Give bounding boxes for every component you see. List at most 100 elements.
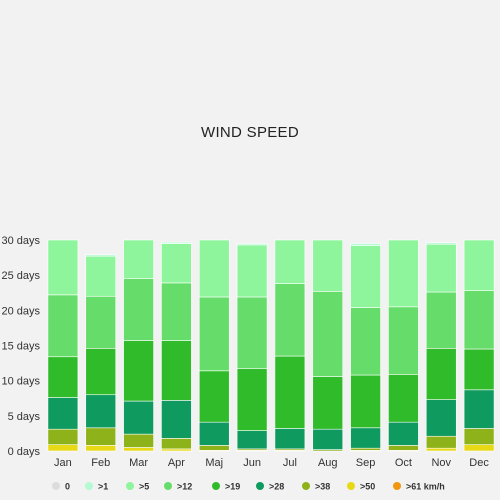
y-tick-label: 10 days — [1, 376, 40, 388]
bar-segment[interactable] — [463, 348, 495, 391]
legend-label[interactable]: >50 — [360, 482, 375, 492]
bar-segment[interactable] — [463, 389, 495, 429]
bar-segment[interactable] — [85, 394, 117, 429]
bar-segment[interactable] — [312, 239, 344, 292]
y-tick-label: 20 days — [1, 305, 40, 317]
legend-marker — [126, 482, 134, 490]
bar-segment[interactable] — [123, 239, 154, 279]
legend-label[interactable]: >28 — [269, 482, 284, 492]
chart-title: WIND SPEED — [200, 124, 299, 141]
bar-segment[interactable] — [85, 348, 117, 396]
bar-segment[interactable] — [425, 243, 457, 293]
legend-marker — [85, 482, 93, 490]
legend-label[interactable]: >61 km/h — [406, 482, 445, 492]
legend-label[interactable]: >5 — [139, 482, 149, 492]
legend-label[interactable]: >38 — [315, 482, 330, 492]
bar-segment[interactable] — [350, 245, 381, 308]
bar-segment[interactable] — [463, 428, 495, 445]
bar-segment[interactable] — [161, 340, 192, 401]
x-tick-label: Oct — [395, 457, 412, 469]
bar-segment[interactable] — [350, 427, 381, 449]
legend-label[interactable]: >12 — [177, 482, 192, 492]
bar-segment[interactable] — [274, 283, 306, 357]
bar-segment[interactable] — [85, 445, 117, 452]
bar-segment[interactable] — [425, 435, 457, 449]
bar-segment[interactable] — [161, 448, 192, 452]
bar-segment[interactable] — [312, 376, 344, 430]
legend-marker — [212, 482, 220, 490]
y-tick-label: 15 days — [1, 341, 40, 353]
bar-segment[interactable] — [198, 239, 230, 298]
bar-segment[interactable] — [236, 244, 268, 298]
legend-marker — [256, 482, 264, 490]
bar-segment[interactable] — [161, 243, 192, 284]
bar-segment[interactable] — [425, 447, 457, 452]
bar-segment[interactable] — [350, 307, 381, 376]
bar-segment[interactable] — [463, 444, 495, 452]
bar-segment[interactable] — [161, 400, 192, 439]
bar-segment[interactable] — [198, 296, 230, 372]
bar-segment[interactable] — [312, 428, 344, 450]
bar-segment[interactable] — [425, 291, 457, 349]
bar-segment[interactable] — [123, 447, 154, 452]
bar-segment[interactable] — [388, 421, 419, 446]
bar-segment[interactable] — [236, 368, 268, 431]
bar-segment[interactable] — [236, 296, 268, 370]
x-tick-label: Jun — [243, 457, 261, 469]
legend-marker — [52, 482, 60, 490]
bar-segment[interactable] — [85, 255, 117, 297]
bar-segment[interactable] — [47, 239, 79, 296]
x-tick-label: Jan — [54, 457, 72, 469]
x-tick-label: Nov — [431, 457, 451, 469]
bar-segment[interactable] — [123, 340, 154, 402]
bar-segment[interactable] — [312, 291, 344, 377]
bar-segment[interactable] — [425, 399, 457, 437]
x-tick-label: Mar — [129, 457, 148, 469]
bar-segment[interactable] — [236, 243, 268, 246]
bar-segment[interactable] — [350, 374, 381, 429]
bar-segment[interactable] — [425, 242, 457, 245]
bar-segment[interactable] — [274, 355, 306, 429]
bar-segment[interactable] — [388, 306, 419, 375]
legend-label[interactable]: 0 — [65, 482, 70, 492]
bar-segment[interactable] — [236, 430, 268, 450]
bar-segment[interactable] — [388, 374, 419, 423]
bar-segment[interactable] — [198, 445, 230, 451]
bar-segment[interactable] — [85, 427, 117, 446]
bar-segment[interactable] — [47, 294, 79, 358]
y-tick-label: 25 days — [1, 270, 40, 282]
y-tick-label: 5 days — [8, 411, 41, 423]
x-tick-label: Apr — [168, 457, 185, 469]
legend-marker — [164, 482, 172, 490]
x-tick-label: Feb — [91, 457, 110, 469]
bar-segment[interactable] — [198, 421, 230, 446]
bar-segment[interactable] — [85, 295, 117, 349]
bar-segment[interactable] — [350, 447, 381, 451]
bar-segment[interactable] — [388, 445, 419, 451]
bar-segment[interactable] — [198, 370, 230, 423]
bar-segment[interactable] — [463, 239, 495, 291]
bar-segment[interactable] — [47, 397, 79, 430]
bar-segment[interactable] — [47, 428, 79, 445]
x-tick-label: Sep — [356, 457, 376, 469]
bar-segment[interactable] — [274, 239, 306, 284]
bar-segment[interactable] — [161, 241, 192, 244]
bar-segment[interactable] — [425, 348, 457, 400]
legend-label[interactable]: >1 — [98, 482, 108, 492]
y-tick-label: 30 days — [1, 235, 40, 247]
bar-segment[interactable] — [274, 428, 306, 450]
bar-segment[interactable] — [123, 400, 154, 435]
bar-segment[interactable] — [47, 356, 79, 398]
bar-segment[interactable] — [388, 239, 419, 308]
bar-segment[interactable] — [123, 278, 154, 341]
bar-segment[interactable] — [161, 438, 192, 450]
bar-segment[interactable] — [161, 282, 192, 341]
bar-segment[interactable] — [85, 254, 117, 257]
bar-segment[interactable] — [463, 290, 495, 350]
bar-segment[interactable] — [123, 433, 154, 448]
bar-segment[interactable] — [350, 243, 381, 246]
bar-segment[interactable] — [47, 444, 79, 452]
legend-label[interactable]: >19 — [225, 482, 240, 492]
legend-marker — [302, 482, 310, 490]
